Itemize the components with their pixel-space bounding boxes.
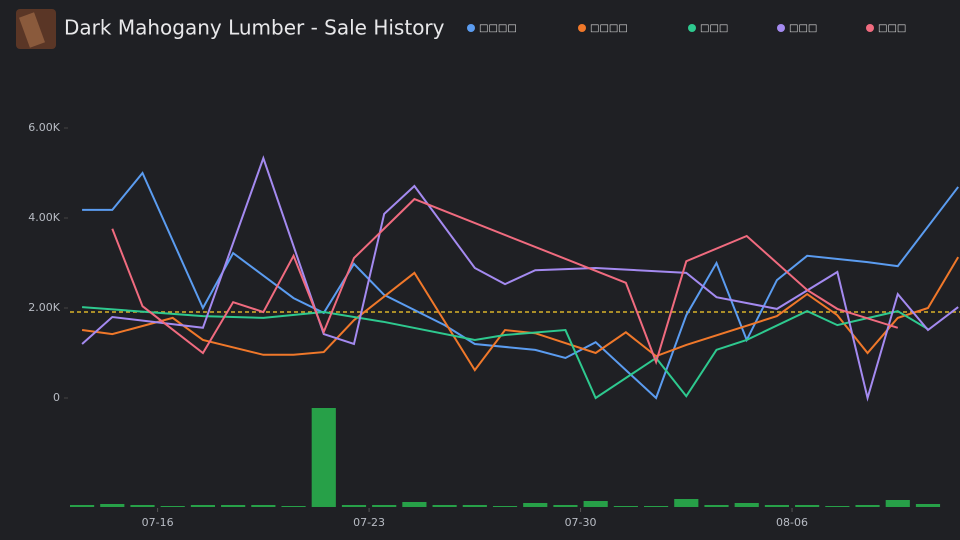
- volume-bar: [553, 505, 578, 507]
- chart-title: Dark Mahogany Lumber - Sale History: [64, 16, 445, 40]
- volume-bar: [492, 506, 518, 507]
- volume-bar: [825, 506, 850, 507]
- series-line: [81, 155, 959, 402]
- volume-bar: [855, 505, 880, 507]
- y-tick-label: 4.00K: [28, 211, 60, 224]
- volume-bar: [764, 505, 790, 507]
- volume-bar: [402, 502, 427, 507]
- x-tick-label: 08-06: [776, 516, 808, 529]
- volume-bar: [251, 505, 276, 507]
- legend-marker: [866, 24, 874, 32]
- y-tick-label: 2.00K: [28, 301, 60, 314]
- volume-bar: [221, 505, 246, 507]
- series-line: [111, 197, 899, 366]
- volume-bar: [100, 504, 125, 507]
- legend-marker: [777, 24, 785, 32]
- legend-marker: [688, 24, 696, 32]
- volume-bar: [432, 505, 457, 507]
- volume-bar: [734, 503, 759, 507]
- volume-bar: [915, 504, 941, 507]
- legend-label: □□□□: [479, 23, 517, 34]
- legend-label: □□□: [700, 23, 728, 34]
- volume-bar: [885, 500, 910, 507]
- x-tick-label: 07-16: [142, 516, 174, 529]
- x-tick-label: 07-30: [565, 516, 597, 529]
- volume-bar: [281, 506, 306, 507]
- volume-bar: [704, 505, 729, 507]
- volume-bar: [160, 506, 185, 507]
- series-line: [82, 306, 929, 400]
- y-tick-label: 6.00K: [28, 121, 60, 134]
- legend-label: □□□□: [590, 23, 628, 34]
- x-tick-label: 07-23: [353, 516, 385, 529]
- volume-bar: [523, 503, 548, 507]
- legend-label: □□□: [789, 23, 817, 34]
- volume-bar: [583, 501, 608, 507]
- volume-bar: [70, 505, 95, 507]
- volume-bar: [795, 505, 820, 507]
- volume-bar: [372, 505, 397, 507]
- volume-bar: [130, 505, 155, 507]
- volume-bar: [341, 505, 367, 507]
- legend-marker: [578, 24, 586, 32]
- legend-label: □□□: [878, 23, 906, 34]
- volume-bar: [643, 506, 669, 507]
- volume-bar: [311, 408, 336, 507]
- y-tick-label: 0: [53, 391, 60, 404]
- volume-bar: [613, 506, 638, 507]
- legend-marker: [467, 24, 475, 32]
- volume-bar: [674, 499, 699, 507]
- item-icon-wood: [19, 12, 45, 48]
- volume-bar: [462, 505, 487, 507]
- volume-bar: [190, 505, 216, 507]
